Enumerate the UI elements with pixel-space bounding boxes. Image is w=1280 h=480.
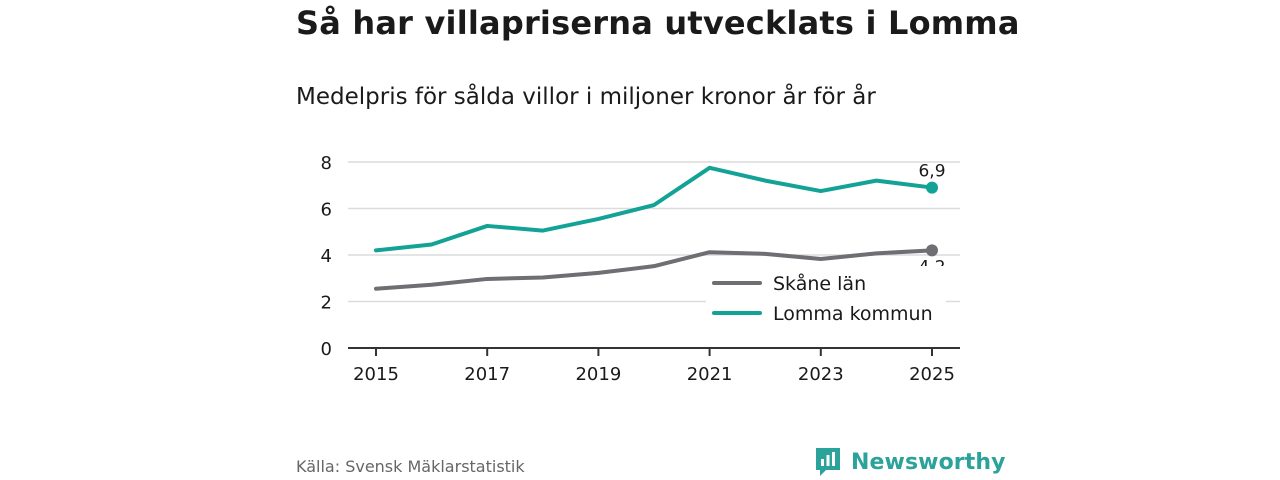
chart-title: Så har villapriserna utvecklats i Lomma	[296, 4, 1020, 42]
x-tick-label: 2015	[353, 364, 399, 385]
y-tick-label: 2	[321, 293, 332, 314]
y-tick-label: 0	[321, 339, 332, 360]
brand-logo[interactable]: Newsworthy	[814, 446, 1006, 478]
x-tick-label: 2023	[798, 364, 844, 385]
brand-name: Newsworthy	[851, 449, 1006, 475]
line-chart: 0 2 4 6 8 2015 2017 2019 2021 2023 2025 4,26,9 Sk…	[321, 153, 960, 385]
x-tick-label: 2025	[909, 364, 955, 385]
chart-subtitle: Medelpris för sålda villor i miljoner kr…	[296, 84, 876, 110]
series-lines: 4,26,9	[374, 162, 946, 291]
x-tick-label: 2017	[464, 364, 510, 385]
series-line-1	[374, 165, 934, 253]
y-tick-label: 8	[321, 153, 332, 174]
legend-label: Lomma kommun	[773, 303, 933, 325]
y-tick-label: 6	[321, 200, 332, 221]
series-line-0	[374, 248, 934, 291]
series-end-label-1: 6,9	[918, 162, 945, 182]
source-note: Källa: Svensk Mäklarstatistik	[296, 457, 525, 476]
bar-chart-speech-bubble-icon	[816, 448, 840, 476]
x-axis: 2015 2017 2019 2021 2023 2025	[348, 347, 960, 385]
x-tick-label: 2021	[687, 364, 733, 385]
y-axis-ticks: 0 2 4 6 8	[321, 153, 332, 360]
series-end-point-1	[926, 181, 938, 194]
x-tick-label: 2019	[575, 364, 621, 385]
legend: Skåne län Lomma kommun	[706, 266, 946, 332]
y-tick-label: 4	[321, 246, 332, 267]
series-end-point-0	[926, 244, 938, 257]
legend-label: Skåne län	[773, 272, 866, 295]
legend-background	[706, 266, 946, 332]
